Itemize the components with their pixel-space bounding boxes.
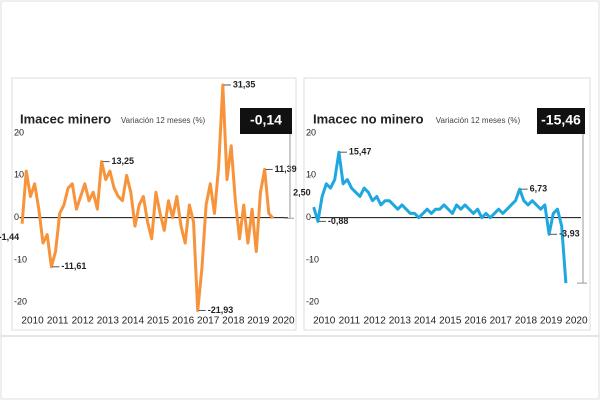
x-tick-label: 2012	[72, 316, 95, 327]
value-label: -1,44	[0, 232, 19, 242]
x-tick-label: 2020	[272, 316, 295, 327]
value-box-label: -0,14	[250, 112, 282, 128]
value-label: -0,88	[328, 216, 349, 226]
line-series	[312, 150, 568, 284]
x-tick-label: 2010	[313, 316, 336, 327]
value-label: -21,93	[208, 305, 234, 315]
x-tick-label: 2019	[540, 316, 563, 327]
x-tick-label: 2018	[222, 316, 245, 327]
y-tick-label: -20	[306, 297, 319, 307]
x-tick-label: 2010	[21, 316, 44, 327]
value-label: 2,50	[293, 187, 311, 197]
x-tick-label: 2014	[122, 316, 145, 327]
x-tick-label: 2015	[147, 316, 170, 327]
y-tick-label: 10	[14, 170, 24, 180]
y-tick-label: 10	[306, 170, 316, 180]
value-label: 13,25	[112, 156, 135, 166]
chart-subtitle: Variación 12 meses (%)	[436, 116, 521, 125]
value-label: -3,93	[559, 229, 580, 239]
value-label: 11,39	[275, 164, 297, 174]
value-label: 31,35	[233, 79, 256, 89]
value-box	[240, 108, 292, 134]
x-tick-label: 2015	[439, 316, 462, 327]
y-tick-label: 0	[306, 212, 311, 222]
x-tick-label: 2016	[172, 316, 195, 327]
x-tick-label: 2014	[414, 316, 437, 327]
value-label: -11,61	[61, 261, 86, 271]
y-tick-label: 0	[14, 212, 19, 222]
x-tick-label: 2019	[247, 316, 270, 327]
value-box	[537, 108, 585, 134]
x-tick-label: 2013	[389, 316, 412, 327]
x-tick-label: 2016	[464, 316, 487, 327]
x-tick-label: 2011	[339, 316, 361, 327]
line-series	[20, 83, 275, 312]
value-label: 6,73	[530, 184, 548, 194]
y-tick-label: -10	[306, 254, 319, 264]
chart-subtitle: Variación 12 meses (%)	[121, 116, 206, 125]
x-tick-label: 2020	[565, 316, 588, 327]
x-tick-label: 2017	[197, 316, 220, 327]
x-tick-label: 2013	[97, 316, 120, 327]
x-tick-label: 2018	[515, 316, 538, 327]
x-tick-label: 2011	[47, 316, 69, 327]
y-tick-label: -10	[14, 254, 27, 264]
x-tick-label: 2012	[364, 316, 387, 327]
value-label: 15,47	[349, 147, 372, 157]
y-tick-label: 20	[306, 127, 316, 137]
chart-title: Imacec minero	[20, 111, 111, 126]
chart-title: Imacec no minero	[313, 111, 424, 126]
panel	[303, 77, 591, 331]
value-box-label: -15,46	[541, 112, 581, 128]
panel	[11, 77, 297, 331]
y-tick-label: 20	[14, 127, 24, 137]
y-tick-label: -20	[14, 297, 27, 307]
x-tick-label: 2017	[490, 316, 513, 327]
